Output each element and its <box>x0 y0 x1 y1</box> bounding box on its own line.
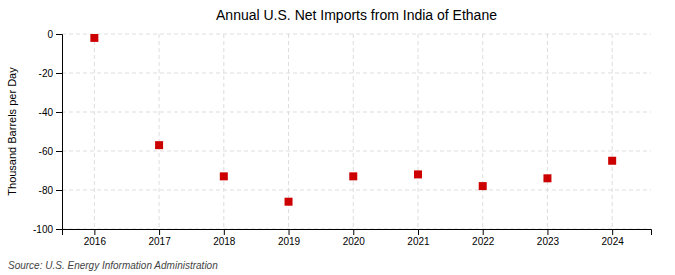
tick-label: -60 <box>39 146 54 157</box>
tick: -40 <box>39 107 62 118</box>
tick-mark <box>94 229 95 235</box>
tick-mark <box>483 229 484 235</box>
tick-mark <box>56 151 62 152</box>
tick: 2018 <box>213 229 236 247</box>
tick-mark <box>418 229 419 235</box>
tick: 2019 <box>278 229 301 247</box>
point <box>608 157 616 165</box>
tick: 0 <box>47 29 62 40</box>
tick: 2021 <box>407 229 430 247</box>
grid-line <box>62 112 651 113</box>
grid-line <box>94 34 95 229</box>
tick: 2020 <box>343 229 366 247</box>
grid-line <box>353 34 354 229</box>
tick: 2022 <box>472 229 495 247</box>
tick-mark <box>56 34 62 35</box>
tick: 2024 <box>602 229 625 247</box>
tick: -60 <box>39 146 62 157</box>
grid-line <box>482 34 483 229</box>
tick-mark <box>56 112 62 113</box>
tick: -100 <box>33 224 62 235</box>
points <box>90 34 616 206</box>
point <box>220 172 228 180</box>
grid-line <box>417 34 418 229</box>
tick-mark <box>159 229 160 235</box>
tick-mark <box>353 229 354 235</box>
tick-mark <box>56 229 62 230</box>
chart: 2016 2017 2018 2019 2020 2021 2022 2023 2024 0 -20… <box>0 0 675 275</box>
tick: 2017 <box>148 229 171 247</box>
grid <box>62 34 651 229</box>
tick: 2016 <box>84 229 107 247</box>
tick-mark <box>547 229 548 235</box>
tick-label: 2022 <box>472 236 495 247</box>
grid-line <box>547 34 548 229</box>
point <box>155 141 163 149</box>
x-axis: 2016 2017 2018 2019 2020 2021 2022 2023 2024 <box>63 229 652 247</box>
tick-label: 2021 <box>407 236 430 247</box>
tick-label: 2018 <box>213 236 236 247</box>
point <box>90 34 98 42</box>
point <box>479 182 487 190</box>
tick: 2023 <box>537 229 560 247</box>
tick-mark <box>224 229 225 235</box>
tick-label: 2017 <box>148 236 171 247</box>
annotation: Source: U.S. Energy Information Administ… <box>8 260 218 271</box>
grid-line <box>223 34 224 229</box>
grid-line <box>62 73 651 74</box>
tick-mark <box>612 229 613 235</box>
tick-mark <box>56 73 62 74</box>
tick-label: 2023 <box>537 236 560 247</box>
point <box>414 170 422 178</box>
plot: 2016 2017 2018 2019 2020 2021 2022 2023 2024 0 -20… <box>33 29 652 247</box>
tick-label: 2020 <box>343 236 366 247</box>
tick-label: -20 <box>39 68 54 79</box>
grid-line <box>159 34 160 229</box>
point <box>285 198 293 206</box>
tick-label: -100 <box>33 224 53 235</box>
y-axis-title: Thousand Barrels per Day <box>6 67 18 196</box>
tick: -20 <box>39 68 62 79</box>
tick: -80 <box>39 185 62 196</box>
grid-line <box>62 34 651 35</box>
grid-line <box>612 34 613 229</box>
tick-mark <box>56 190 62 191</box>
axis-line <box>56 35 63 230</box>
title: Annual U.S. Net Imports from India of Et… <box>216 7 497 23</box>
point <box>349 172 357 180</box>
tick-label: 2024 <box>602 236 625 247</box>
grid-line <box>62 151 651 152</box>
axis-line <box>63 230 652 236</box>
tick-label: 0 <box>47 29 53 40</box>
point <box>543 174 551 182</box>
tick-label: -80 <box>39 185 54 196</box>
y-axis: 0 -20 -40 -60 -80 -100 <box>33 29 63 235</box>
grid-line <box>62 190 651 191</box>
tick-label: 2016 <box>84 236 107 247</box>
tick-label: 2019 <box>278 236 301 247</box>
tick-mark <box>289 229 290 235</box>
tick-label: -40 <box>39 107 54 118</box>
